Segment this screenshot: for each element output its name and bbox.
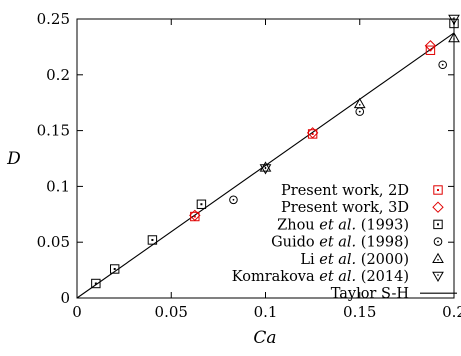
legend-symbol-4-dot xyxy=(437,259,439,261)
legend-symbol-3-dot xyxy=(437,241,439,243)
legend-symbol-4 xyxy=(433,254,443,263)
x-tick-label: 0.1 xyxy=(254,303,278,321)
legend-symbol-0 xyxy=(434,186,442,194)
data-point-s3-dot xyxy=(359,111,361,113)
legend-label-text: Li xyxy=(300,252,319,268)
y-tick-label: 0.2 xyxy=(46,66,70,84)
data-point-s0-dot xyxy=(194,216,196,218)
y-axis-label: D xyxy=(6,149,21,169)
data-point-s2-dot xyxy=(114,268,116,270)
y-tick-label: 0.05 xyxy=(37,233,70,251)
legend-label-italic: et al. xyxy=(319,217,356,233)
x-axis-label: Ca xyxy=(253,328,276,348)
legend-label: Present work, 3D xyxy=(281,200,409,216)
x-tick-label: 0.2 xyxy=(442,303,461,321)
data-point-s2 xyxy=(197,200,205,208)
data-point-s2-dot xyxy=(200,203,202,205)
data-point-s3 xyxy=(356,108,364,116)
data-point-s3 xyxy=(230,196,238,204)
legend-label-italic: et al. xyxy=(319,235,356,251)
legend-symbol-4-outline xyxy=(433,254,443,263)
legend-label: Li et al. (2000) xyxy=(300,252,409,268)
x-tick-label: 0 xyxy=(72,303,82,321)
legend-label-year: (2014) xyxy=(356,269,409,285)
legend-symbol-5-dot xyxy=(437,274,439,276)
data-point-s5-dot xyxy=(265,167,267,169)
data-point-s2-dot xyxy=(95,282,97,284)
y-tick-label: 0.25 xyxy=(37,10,70,28)
y-tick-label: 0.15 xyxy=(37,122,70,140)
legend-symbol-1 xyxy=(433,202,443,212)
legend-label: Present work, 2D xyxy=(281,183,409,199)
legend-label: Taylor S-H xyxy=(331,286,409,302)
legend-label-text: Komrakova xyxy=(232,269,319,285)
legend-label-text: Present work, 2D xyxy=(281,183,409,199)
legend-label: Zhou et al. (1993) xyxy=(277,217,409,233)
legend-label-text: Present work, 3D xyxy=(281,200,409,216)
data-point-s4 xyxy=(355,99,365,108)
legend-label-italic: et al. xyxy=(319,269,356,285)
legend-label-year: (1993) xyxy=(356,217,409,233)
data-point-s4-outline xyxy=(355,99,365,108)
data-point-s2-dot xyxy=(151,239,153,241)
legend-symbol-5 xyxy=(433,272,443,281)
y-tick-label: 0 xyxy=(60,289,70,307)
data-point-s3 xyxy=(439,61,447,69)
data-point-s3-dot xyxy=(233,199,235,201)
x-tick-label: 0.15 xyxy=(343,303,376,321)
legend-label-year: (2000) xyxy=(356,252,409,268)
legend-label-text: Taylor S-H xyxy=(331,286,409,302)
legend-label-year: (1998) xyxy=(356,235,409,251)
legend-label: Komrakova et al. (2014) xyxy=(232,269,409,285)
data-point-s3-dot xyxy=(442,64,444,66)
legend-symbol-3 xyxy=(434,238,442,246)
legend-symbol-2-dot xyxy=(437,223,439,225)
legend-label-text: Zhou xyxy=(277,217,319,233)
legend-symbol-0-dot xyxy=(437,189,439,191)
x-tick-label: 0.05 xyxy=(155,303,188,321)
legend-symbol-5-outline xyxy=(433,272,443,281)
legend-label: Guido et al. (1998) xyxy=(271,235,409,251)
legend-symbol-2 xyxy=(434,220,442,228)
data-point-s0-dot xyxy=(312,133,314,135)
y-tick-label: 0.1 xyxy=(46,177,70,195)
legend-label-text: Guido xyxy=(271,235,319,251)
data-point-s4-dot xyxy=(359,104,361,106)
legend-label-italic: et al. xyxy=(319,252,356,268)
